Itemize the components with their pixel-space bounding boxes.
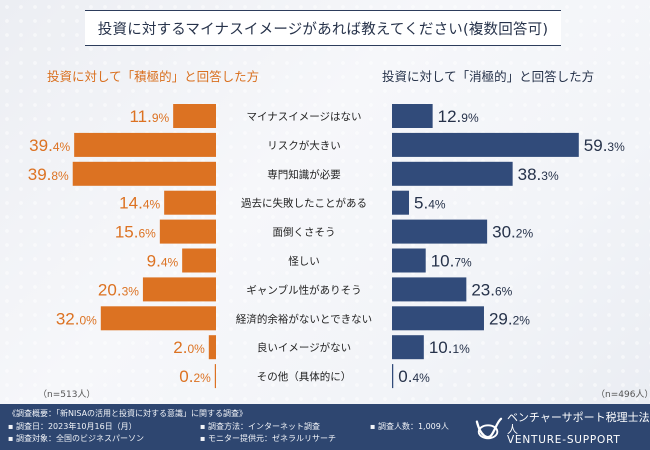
logo-japanese-name: ベンチャーサポート税理士法人 <box>506 411 650 436</box>
survey-date: ▪ 調査日：2023年10月16日（月） <box>8 422 137 431</box>
negative-bar <box>392 104 433 128</box>
negative-value-label: 12.9% <box>438 107 479 126</box>
category-label: 経済的余裕がないとできない <box>236 312 372 325</box>
positive-bar <box>142 277 216 302</box>
negative-value-label: 23.6% <box>471 280 512 299</box>
negative-bar <box>392 335 424 360</box>
positive-value-label: 20.3% <box>98 280 139 299</box>
category-label: 専門知識が必要 <box>267 168 341 181</box>
positive-value-label: 32.0% <box>56 309 97 328</box>
negative-value-label: 29.2% <box>489 309 530 328</box>
negative-sample-size: （n=496人） <box>596 390 650 400</box>
category-label: 怪しい <box>288 255 320 268</box>
negative-bar <box>392 190 410 215</box>
category-label: 過去に失敗したことがある <box>241 197 367 210</box>
survey-count: ▪ 調査人数：1,009人 <box>370 422 449 431</box>
positive-bar <box>100 306 216 331</box>
negative-value-label: 10.1% <box>429 338 470 357</box>
category-label: 面倒くさそう <box>273 227 336 239</box>
negative-bar <box>392 364 394 389</box>
positive-bar <box>214 364 216 389</box>
chart-title: 投資に対するマイナスイメージがあれば教えてください(複数回答可) <box>97 21 549 38</box>
positive-bar <box>72 161 216 186</box>
positive-bar <box>164 190 216 215</box>
survey-target: ▪ 調査対象：全国のビジネスパーソン <box>8 434 144 443</box>
positive-value-label: 15.6% <box>115 223 156 242</box>
title-box: 投資に対するマイナスイメージがあれば教えてください(複数回答可) <box>85 10 561 46</box>
positive-bar <box>74 132 216 157</box>
survey-method: ▪ 調査方法：インターネット調査 <box>200 422 320 431</box>
negative-value-label: 0.4% <box>398 367 430 386</box>
logo-english-name: VENTURE-SUPPORT <box>506 434 621 447</box>
positive-value-label: 39.4% <box>29 136 70 155</box>
positive-value-label: 2.0% <box>173 338 205 357</box>
positive-bar <box>159 219 216 244</box>
positive-bar <box>208 335 216 360</box>
negative-bar <box>392 219 488 244</box>
negative-bar <box>392 132 579 157</box>
positive-value-label: 9.4% <box>147 252 179 271</box>
negative-bar <box>392 277 467 302</box>
positive-group-label: 投資に対して「積極的」と回答した方 <box>47 69 260 84</box>
negative-value-label: 10.7% <box>431 252 472 271</box>
negative-bar <box>392 248 426 273</box>
negative-group-label: 投資に対して「消極的」と回答した方 <box>382 69 595 84</box>
category-label: リスクが大きい <box>267 139 341 152</box>
positive-value-label: 39.8% <box>28 165 69 184</box>
positive-bar <box>173 104 216 128</box>
survey-footer: 《調査概要：「新NISAの活用と投資に対する意識」に関する調査》 ▪ 調査日：2… <box>0 404 650 450</box>
positive-value-label: 14.4% <box>119 194 160 213</box>
survey-provider: ▪ モニター提供元：ゼネラルリサーチ <box>200 434 336 443</box>
company-logo: ベンチャーサポート税理士法人 VENTURE-SUPPORT <box>475 412 650 446</box>
positive-bar <box>182 248 216 273</box>
negative-bar <box>392 161 513 186</box>
negative-value-label: 5.4% <box>414 194 446 213</box>
positive-value-label: 11.9% <box>129 107 169 126</box>
category-label: その他（具体的に） <box>257 370 352 383</box>
negative-value-label: 30.2% <box>492 223 533 242</box>
negative-bar <box>392 306 484 331</box>
negative-value-label: 59.3% <box>584 136 625 155</box>
negative-value-label: 38.3% <box>518 165 559 184</box>
category-label: ギャンブル性がありそう <box>246 283 361 296</box>
survey-overview: 《調査概要：「新NISAの活用と投資に対する意識」に関する調査》 <box>8 409 248 418</box>
positive-value-label: 0.2% <box>179 367 211 386</box>
category-label: マイナスイメージはない <box>246 111 361 123</box>
butterfly-bar-chart: マイナスイメージはない 11.9% 12.9% リスクが大きい 39.4% 59.3% 専門… <box>28 104 625 389</box>
category-label: 良いイメージがない <box>257 341 351 354</box>
venture-support-logo-icon <box>475 417 503 440</box>
positive-sample-size: （n=513人） <box>38 390 96 400</box>
